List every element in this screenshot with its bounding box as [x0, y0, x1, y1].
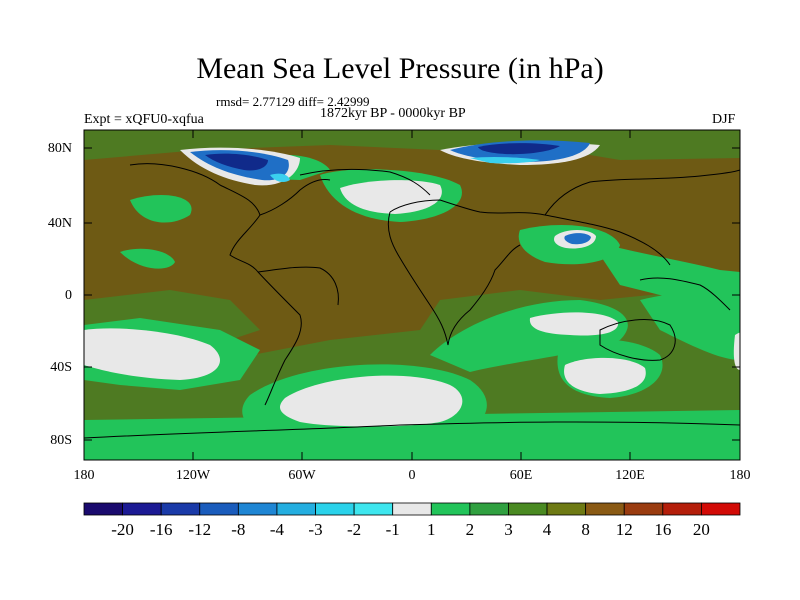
colorbar-swatch — [122, 502, 162, 516]
colorbar-tick-label: 12 — [615, 520, 633, 539]
colorbar-swatch — [585, 502, 625, 516]
colorbar-tick-label: -1 — [385, 520, 400, 539]
colorbar-swatch — [353, 502, 394, 516]
axis-ticks — [83, 130, 741, 460]
season-label: DJF — [712, 112, 736, 127]
colorbar-swatch — [276, 502, 316, 516]
experiment-label: Expt = xQFU0-xqfua — [84, 112, 204, 127]
colorbar-tick-label: 1 — [427, 520, 436, 539]
colorbar-tick-label: 4 — [542, 520, 552, 539]
anomaly-strong-negative-region — [205, 143, 560, 171]
colorbar-tick-label: 2 — [465, 520, 475, 539]
lon-label-180w: 180 — [73, 468, 95, 483]
lon-label-60e: 60E — [509, 468, 533, 483]
lat-label-40n: 40N — [47, 216, 72, 231]
map-fill-layer — [84, 130, 740, 460]
colorbar-swatch — [469, 502, 509, 516]
lon-label-120w: 120W — [175, 468, 211, 483]
lon-label-120e: 120E — [615, 468, 645, 483]
colorbar-swatch — [83, 502, 123, 516]
colorbar-swatch — [160, 502, 201, 516]
colorbar-tick-label: -8 — [231, 520, 246, 539]
colorbar-tick-label: -16 — [149, 520, 173, 539]
lat-label-80n: 80N — [47, 141, 72, 156]
rmsd-diff-stats: rmsd= 2.77129 diff= 2.42999 — [216, 94, 370, 109]
time-period: 1872kyr BP - 0000kyr BP — [320, 106, 466, 121]
lat-label-40s: 40S — [50, 360, 72, 375]
coastlines — [84, 163, 740, 439]
colorbar-tick-label: -4 — [269, 520, 285, 539]
lon-label-0: 0 — [408, 468, 416, 483]
lat-label-0: 0 — [65, 288, 72, 303]
colorbar-tick-label: -20 — [111, 520, 134, 539]
colorbar-tick-label: 3 — [504, 520, 513, 539]
colorbar-tick-label: -12 — [188, 520, 212, 539]
colorbar-swatch — [392, 502, 432, 516]
lat-label-80s: 80S — [50, 433, 72, 448]
anomaly-moderate-negative-region — [270, 156, 540, 183]
colorbar-swatch — [623, 502, 664, 516]
colorbar-swatch — [199, 502, 239, 516]
colorbar-swatch — [430, 502, 471, 516]
colorbar-tick-label: -3 — [308, 520, 323, 539]
lon-label-180e: 180 — [729, 468, 751, 483]
colorbar-swatch — [546, 502, 587, 516]
colorbar-swatch — [662, 502, 702, 516]
colorbar-tick-label: 20 — [692, 520, 710, 539]
colorbar-swatch — [315, 502, 355, 516]
colorbar-tick-label: 8 — [581, 520, 590, 539]
colorbar-tick-label: 16 — [654, 520, 672, 539]
colorbar-swatch — [237, 502, 278, 516]
colorbar-swatch — [701, 502, 741, 516]
lon-label-60w: 60W — [288, 468, 316, 483]
colorbar-tick-label: -2 — [347, 520, 362, 539]
map-title: Mean Sea Level Pressure (in hPa) — [196, 52, 604, 85]
colorbar-swatch — [508, 502, 548, 516]
